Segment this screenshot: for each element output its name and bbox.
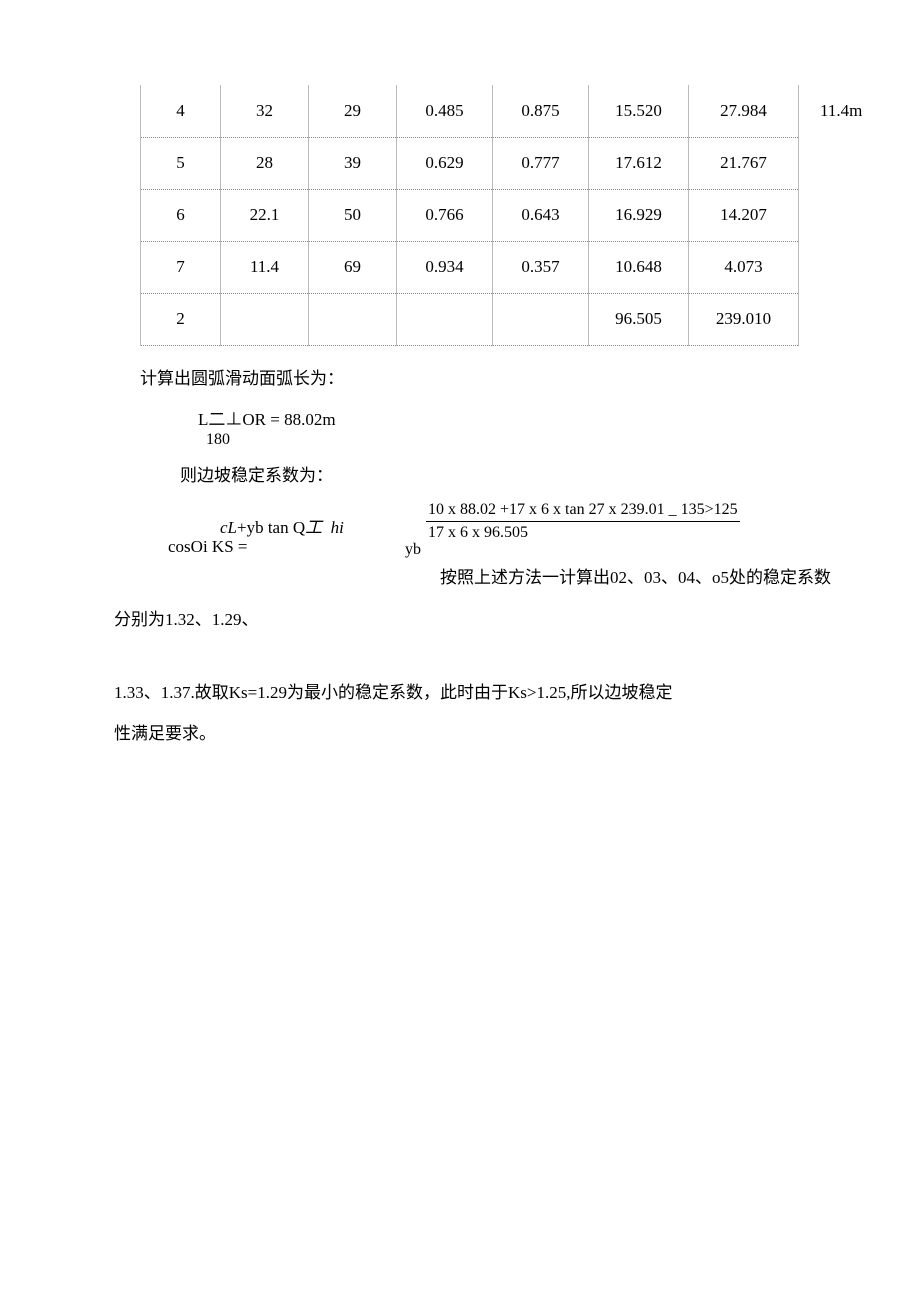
table-cell: 14.207	[689, 189, 799, 241]
table-cell: 39	[309, 137, 397, 189]
table-row: 432290.4850.87515.52027.984	[141, 85, 799, 137]
table-cell: 7	[141, 241, 221, 293]
ks-intro: 则边坡稳定系数为：	[180, 459, 920, 493]
ks-lhs-sym: 工	[305, 518, 322, 537]
table-cell: 0.777	[493, 137, 589, 189]
para-conclusion-2: 性满足要求。	[114, 714, 920, 755]
table-cell: 0.357	[493, 241, 589, 293]
table-cell: 32	[221, 85, 309, 137]
table-cell: 17.612	[589, 137, 689, 189]
table-cell: 10.648	[589, 241, 689, 293]
table-row: 711.4690.9340.35710.6484.073	[141, 241, 799, 293]
table-cell: 6	[141, 189, 221, 241]
formula-arc-length: L二⊥OR = 88.02m 180	[198, 410, 920, 450]
formula-L-line2: 180	[206, 430, 920, 449]
table-cell: 22.1	[221, 189, 309, 241]
table-cell	[309, 293, 397, 345]
ks-lhs-hi: hi	[331, 518, 344, 537]
table-cell: 69	[309, 241, 397, 293]
table-cell: 239.010	[689, 293, 799, 345]
table-cell: 96.505	[589, 293, 689, 345]
data-table-wrap: 432290.4850.87515.52027.984528390.6290.7…	[140, 85, 920, 346]
document-page: 432290.4850.87515.52027.984528390.6290.7…	[0, 85, 920, 815]
table-cell: 4.073	[689, 241, 799, 293]
ks-lhs-bot: cosOi KS =	[168, 537, 247, 557]
table-cell: 27.984	[689, 85, 799, 137]
table-row: 622.1500.7660.64316.92914.207	[141, 189, 799, 241]
table-cell: 29	[309, 85, 397, 137]
ks-tail-sentence: 按照上述方法一计算出02、03、04、o5处的稳定系数	[440, 563, 831, 588]
table-cell: 5	[141, 137, 221, 189]
table-cell: 0.485	[397, 85, 493, 137]
para-conclusion-1: 1.33、1.37.故取Ks=1.29为最小的稳定系数，此时由于Ks>1.25,…	[114, 673, 920, 714]
table-cell: 0.766	[397, 189, 493, 241]
side-note: 11.4m	[820, 101, 862, 121]
formula-ks: cL+yb tan Q工 hi cosOi KS = yb 10 x 88.02…	[0, 501, 920, 573]
para-frag: 分别为1.32、1.29、	[114, 603, 920, 637]
table-cell	[397, 293, 493, 345]
table-row: 528390.6290.77717.61221.767	[141, 137, 799, 189]
ks-lhs-top: cL+yb tan Q工 hi	[220, 513, 344, 538]
ks-rhs: 10 x 88.02 +17 x 6 x tan 27 x 239.01 _ 1…	[426, 501, 740, 542]
table-cell: 11.4	[221, 241, 309, 293]
table-cell: 16.929	[589, 189, 689, 241]
table-cell: 0.629	[397, 137, 493, 189]
table-cell: 2	[141, 293, 221, 345]
table-cell: 0.934	[397, 241, 493, 293]
arc-length-intro: 计算出圆弧滑动面弧长为：	[140, 362, 920, 396]
table-cell: 28	[221, 137, 309, 189]
ks-lhs-yb: yb	[405, 541, 421, 559]
ks-rhs-bot: 17 x 6 x 96.505	[426, 522, 740, 542]
table-row: 2 96.505239.010	[141, 293, 799, 345]
table-cell: 0.875	[493, 85, 589, 137]
ks-lhs-mid: +yb tan Q	[237, 518, 305, 537]
ks-lhs-cl: cL	[220, 518, 237, 537]
ks-rhs-top: 10 x 88.02 +17 x 6 x tan 27 x 239.01 _ 1…	[426, 501, 740, 522]
data-table: 432290.4850.87515.52027.984528390.6290.7…	[140, 85, 799, 346]
table-cell: 50	[309, 189, 397, 241]
table-cell: 21.767	[689, 137, 799, 189]
table-cell	[221, 293, 309, 345]
table-cell: 15.520	[589, 85, 689, 137]
table-cell	[493, 293, 589, 345]
table-cell: 0.643	[493, 189, 589, 241]
formula-L-line1: L二⊥OR = 88.02m	[198, 410, 920, 430]
table-cell: 4	[141, 85, 221, 137]
